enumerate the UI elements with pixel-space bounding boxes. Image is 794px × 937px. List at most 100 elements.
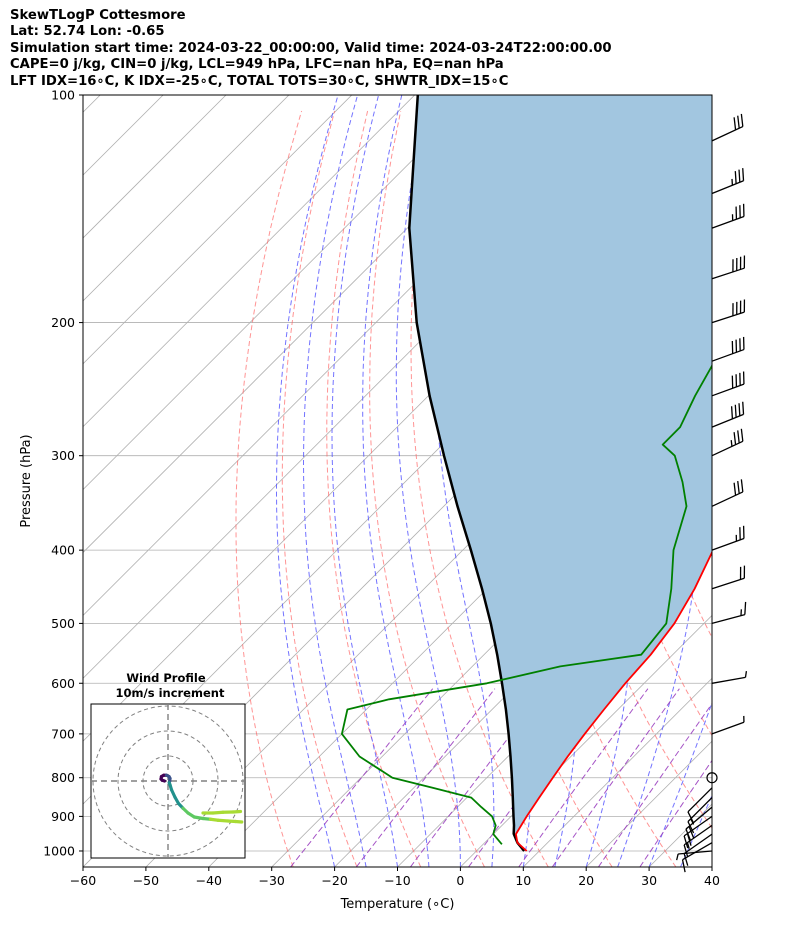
moist-adiabat: [617, 95, 701, 867]
barb-shaft: [711, 440, 744, 457]
x-tick-label: 30: [641, 873, 657, 888]
x-tick-label: −10: [384, 873, 410, 888]
wind-barb: [687, 787, 713, 824]
barb-full: [687, 811, 695, 824]
barb-full: [738, 403, 741, 416]
isotherm-line: [334, 489, 712, 867]
barb-full: [733, 117, 737, 130]
mixing-ratio-line: [518, 688, 649, 867]
barb-shaft: [711, 676, 746, 684]
barb-half: [730, 440, 733, 447]
barb-shaft: [683, 833, 713, 855]
barb-full: [742, 401, 745, 415]
x-tick-label: 40: [704, 873, 720, 888]
barb-full: [731, 341, 734, 354]
indices-line-1: CAPE=0 j/kg, CIN=0 j/kg, LCL=949 hPa, LF…: [10, 57, 504, 73]
isotherm-line: [83, 95, 353, 365]
wind-barb: [711, 715, 745, 735]
barb-full: [740, 113, 744, 127]
barb-shaft: [711, 577, 745, 590]
barb-shaft: [711, 125, 744, 142]
barb-shaft: [711, 537, 745, 551]
barb-full: [740, 428, 744, 442]
barb-full: [739, 205, 741, 218]
moist-adiabat: [648, 701, 712, 867]
moist-adiabat: [276, 95, 339, 867]
dewpoint-line: [340, 363, 712, 845]
isotherm-line: [83, 95, 479, 491]
y-tick-label: 400: [51, 543, 75, 558]
y-tick-label: 500: [51, 616, 75, 631]
barb-full: [736, 301, 738, 315]
wind-barb: [711, 565, 746, 590]
barb-full: [744, 601, 747, 615]
barb-full: [731, 375, 734, 389]
barb-full: [738, 169, 741, 183]
barb-full: [683, 835, 689, 849]
barb-shaft: [711, 721, 745, 735]
barb-full: [733, 432, 737, 445]
barb-half: [686, 842, 690, 849]
barb-full: [739, 256, 742, 270]
y-tick-label: 200: [51, 315, 75, 330]
wind-barb: [711, 428, 744, 457]
barb-full: [683, 853, 689, 866]
wind-barb: [711, 525, 745, 551]
mixing-ratio-line: [409, 688, 547, 867]
barb-full: [732, 303, 734, 316]
mixing-ratio-line: [597, 702, 712, 867]
isotherm-line: [83, 95, 227, 239]
barb-full: [732, 259, 734, 272]
y-tick-label: 100: [51, 88, 75, 103]
barb-full: [734, 171, 737, 184]
barb-shaft: [711, 383, 745, 397]
x-tick-label: −50: [133, 873, 159, 888]
barb-full: [734, 404, 737, 418]
x-tick-label: 0: [456, 873, 464, 888]
barb-shaft: [687, 787, 713, 813]
dry-adiabat: [369, 110, 485, 867]
cin-cape-shade: [409, 95, 712, 851]
barb-full: [740, 479, 744, 493]
wind-barb: [711, 479, 744, 507]
wind-barb: [711, 401, 745, 428]
x-tick-label: −30: [259, 873, 285, 888]
barb-half: [743, 715, 745, 723]
barb-full: [743, 255, 746, 269]
dry-adiabat: [235, 110, 303, 867]
wind-barb: [683, 824, 713, 858]
barb-full: [683, 844, 689, 858]
hodograph-title: Wind Profile: [126, 671, 206, 685]
time-text: Simulation start time: 2024-03-22_00:00:…: [10, 40, 612, 56]
barb-half: [740, 609, 743, 616]
barb-shaft: [711, 491, 744, 507]
barb-full: [735, 206, 738, 220]
barb-shaft: [711, 215, 745, 229]
wind-barb: [683, 833, 713, 866]
barb-shaft: [683, 815, 713, 837]
barb-full: [742, 168, 745, 181]
dry-adiabat: [731, 111, 794, 867]
y-axis-label: Pressure (hPa): [19, 434, 34, 527]
barb-shaft: [711, 413, 744, 428]
barb-full: [736, 258, 738, 271]
barb-full: [739, 300, 742, 314]
barb-half: [731, 178, 734, 186]
barb-full: [735, 374, 738, 387]
dry-adiabat: [764, 111, 794, 867]
y-tick-label: 700: [51, 726, 75, 741]
barb-full: [730, 406, 734, 419]
moist-adiabat: [303, 95, 367, 867]
barb-shaft: [711, 311, 745, 324]
wind-barb: [711, 336, 745, 362]
hodograph-trace: [211, 810, 225, 815]
barb-shaft: [711, 348, 745, 362]
isotherm-line: [711, 866, 712, 867]
location-text: Lat: 52.74 Lon: -0.65: [10, 24, 165, 40]
x-tick-label: −60: [70, 873, 96, 888]
barb-full: [739, 566, 742, 580]
mixing-ratio-line: [551, 688, 680, 867]
barb-full: [742, 525, 745, 539]
dry-adiabat: [281, 110, 358, 867]
